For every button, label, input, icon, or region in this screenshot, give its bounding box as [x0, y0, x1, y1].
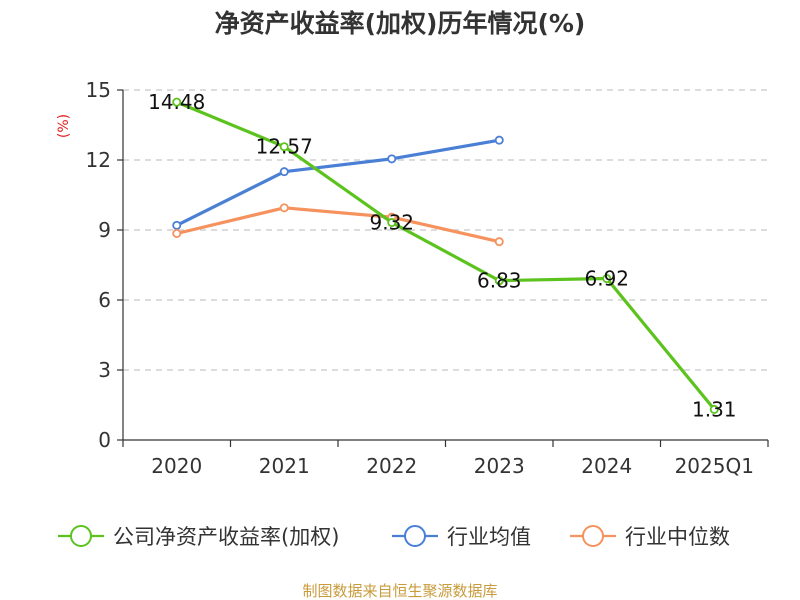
series-line [176, 206, 500, 244]
data-point [172, 220, 182, 230]
data-label: 9.32 [369, 211, 414, 235]
x-tick-label: 2020 [151, 454, 202, 478]
x-tick-label: 2022 [366, 454, 417, 478]
data-point [279, 203, 289, 213]
axes: 0 3 6 9 12 15 2020 2021 2022 2023 2024 2025Q1 [86, 78, 769, 478]
data-label: 6.83 [477, 269, 522, 293]
y-tick-label: 0 [98, 428, 111, 452]
x-tick-label: 2025Q1 [675, 454, 754, 478]
x-tick-label: 2023 [474, 454, 525, 478]
series-layer [172, 97, 719, 414]
data-point [172, 228, 182, 238]
y-tick-label: 9 [98, 218, 111, 242]
data-labels: 14.48 12.57 9.32 6.83 6.92 1.31 [148, 90, 736, 421]
data-label: 14.48 [148, 90, 205, 114]
legend-item[interactable]: 行业中位数 [570, 525, 730, 549]
legend-marker [404, 525, 426, 547]
legend-marker [582, 525, 604, 547]
data-point [279, 142, 289, 152]
data-label: 1.31 [692, 397, 737, 421]
chart-title: 净资产收益率(加权)历年情况(%) [215, 9, 586, 38]
legend-marker [70, 525, 92, 547]
data-point [387, 218, 397, 228]
data-point [172, 97, 182, 107]
data-point [709, 404, 719, 414]
data-label: 12.57 [256, 135, 313, 159]
y-tick-label: 3 [98, 358, 111, 382]
legend-label: 行业中位数 [625, 525, 730, 549]
y-tick-label: 12 [86, 148, 111, 172]
y-tick-label: 6 [98, 288, 111, 312]
data-point [494, 237, 504, 247]
legend-item[interactable]: 公司净资产收益率(加权) [58, 525, 339, 549]
source-note: 制图数据来自恒生聚源数据库 [302, 582, 497, 600]
data-point [387, 154, 397, 164]
legend-label: 公司净资产收益率(加权) [113, 525, 339, 549]
data-point [494, 276, 504, 286]
data-point [602, 274, 612, 284]
y-axis-label: (%) [56, 114, 72, 138]
data-point [494, 135, 504, 145]
x-tick-label: 2021 [259, 454, 310, 478]
data-point [279, 167, 289, 177]
y-tick-label: 15 [86, 78, 111, 102]
series-line [176, 138, 500, 227]
series-line [176, 100, 716, 411]
legend[interactable]: 公司净资产收益率(加权) 行业均值 行业中位数 [58, 525, 730, 549]
x-tick-label: 2024 [581, 454, 632, 478]
legend-item[interactable]: 行业均值 [392, 525, 531, 549]
data-label: 6.92 [584, 267, 629, 291]
legend-label: 行业均值 [447, 525, 531, 549]
